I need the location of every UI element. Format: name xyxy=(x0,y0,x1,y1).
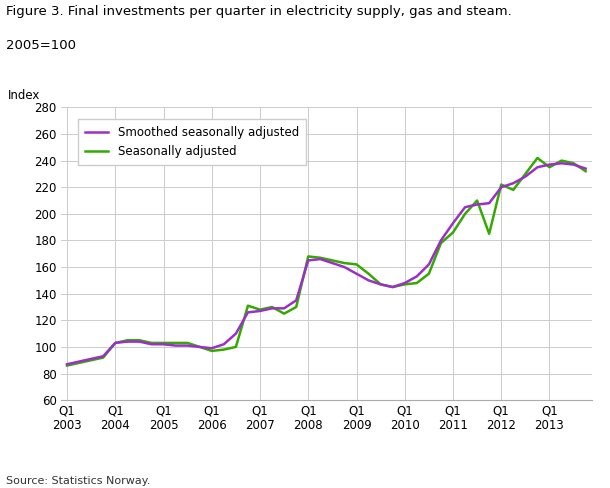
Seasonally adjusted xyxy=(498,182,505,187)
Smoothed seasonally adjusted xyxy=(220,341,228,347)
Seasonally adjusted xyxy=(546,164,553,170)
Smoothed seasonally adjusted xyxy=(76,359,83,365)
Seasonally adjusted xyxy=(268,304,276,310)
Smoothed seasonally adjusted xyxy=(160,341,167,347)
Seasonally adjusted xyxy=(425,271,432,277)
Seasonally adjusted xyxy=(353,262,360,267)
Seasonally adjusted xyxy=(184,340,192,346)
Smoothed seasonally adjusted xyxy=(304,258,312,264)
Seasonally adjusted xyxy=(112,340,119,346)
Smoothed seasonally adjusted xyxy=(317,256,324,262)
Seasonally adjusted xyxy=(509,187,517,193)
Seasonally adjusted xyxy=(196,344,203,350)
Seasonally adjusted xyxy=(293,304,300,310)
Smoothed seasonally adjusted xyxy=(486,200,493,206)
Smoothed seasonally adjusted xyxy=(124,339,131,345)
Text: Index: Index xyxy=(8,88,40,102)
Smoothed seasonally adjusted xyxy=(244,309,251,315)
Seasonally adjusted xyxy=(401,282,409,287)
Seasonally adjusted xyxy=(341,260,348,266)
Seasonally adjusted xyxy=(365,271,372,277)
Smoothed seasonally adjusted xyxy=(256,308,264,314)
Seasonally adjusted xyxy=(87,357,95,363)
Seasonally adjusted xyxy=(148,340,155,346)
Seasonally adjusted xyxy=(473,198,481,203)
Text: Figure 3. Final investments per quarter in electricity supply, gas and steam.: Figure 3. Final investments per quarter … xyxy=(6,5,512,18)
Smoothed seasonally adjusted xyxy=(377,282,384,287)
Smoothed seasonally adjusted xyxy=(473,202,481,207)
Smoothed seasonally adjusted xyxy=(63,361,71,367)
Seasonally adjusted xyxy=(220,346,228,352)
Seasonally adjusted xyxy=(99,355,107,361)
Seasonally adjusted xyxy=(124,337,131,343)
Smoothed seasonally adjusted xyxy=(293,297,300,303)
Seasonally adjusted xyxy=(486,231,493,237)
Seasonally adjusted xyxy=(534,155,541,161)
Smoothed seasonally adjusted xyxy=(136,339,143,345)
Smoothed seasonally adjusted xyxy=(112,340,119,346)
Seasonally adjusted xyxy=(329,258,336,264)
Text: 2005=100: 2005=100 xyxy=(6,39,76,52)
Smoothed seasonally adjusted xyxy=(148,341,155,347)
Smoothed seasonally adjusted xyxy=(208,346,215,351)
Line: Seasonally adjusted: Seasonally adjusted xyxy=(67,158,586,366)
Text: Source: Statistics Norway.: Source: Statistics Norway. xyxy=(6,476,151,486)
Smoothed seasonally adjusted xyxy=(329,260,336,266)
Legend: Smoothed seasonally adjusted, Seasonally adjusted: Smoothed seasonally adjusted, Seasonally… xyxy=(77,119,306,165)
Seasonally adjusted xyxy=(160,340,167,346)
Seasonally adjusted xyxy=(304,253,312,259)
Seasonally adjusted xyxy=(450,229,457,235)
Line: Smoothed seasonally adjusted: Smoothed seasonally adjusted xyxy=(67,163,586,364)
Seasonally adjusted xyxy=(461,211,468,217)
Smoothed seasonally adjusted xyxy=(268,305,276,311)
Seasonally adjusted xyxy=(389,284,396,290)
Seasonally adjusted xyxy=(582,168,589,174)
Seasonally adjusted xyxy=(570,161,577,166)
Smoothed seasonally adjusted xyxy=(498,184,505,190)
Smoothed seasonally adjusted xyxy=(582,165,589,171)
Seasonally adjusted xyxy=(413,280,420,286)
Smoothed seasonally adjusted xyxy=(365,278,372,284)
Smoothed seasonally adjusted xyxy=(413,273,420,279)
Smoothed seasonally adjusted xyxy=(570,162,577,167)
Smoothed seasonally adjusted xyxy=(341,264,348,270)
Seasonally adjusted xyxy=(63,363,71,368)
Smoothed seasonally adjusted xyxy=(425,262,432,267)
Smoothed seasonally adjusted xyxy=(172,343,179,348)
Smoothed seasonally adjusted xyxy=(353,271,360,277)
Seasonally adjusted xyxy=(437,240,445,246)
Smoothed seasonally adjusted xyxy=(401,280,409,286)
Seasonally adjusted xyxy=(208,348,215,354)
Seasonally adjusted xyxy=(172,340,179,346)
Smoothed seasonally adjusted xyxy=(522,174,529,180)
Smoothed seasonally adjusted xyxy=(184,343,192,348)
Seasonally adjusted xyxy=(256,307,264,313)
Smoothed seasonally adjusted xyxy=(232,331,240,337)
Seasonally adjusted xyxy=(558,158,565,163)
Smoothed seasonally adjusted xyxy=(196,344,203,350)
Smoothed seasonally adjusted xyxy=(281,305,288,311)
Seasonally adjusted xyxy=(317,255,324,261)
Seasonally adjusted xyxy=(281,311,288,317)
Smoothed seasonally adjusted xyxy=(389,284,396,290)
Smoothed seasonally adjusted xyxy=(509,180,517,186)
Seasonally adjusted xyxy=(244,303,251,308)
Smoothed seasonally adjusted xyxy=(437,238,445,244)
Seasonally adjusted xyxy=(522,171,529,177)
Smoothed seasonally adjusted xyxy=(99,353,107,359)
Seasonally adjusted xyxy=(377,282,384,287)
Seasonally adjusted xyxy=(136,337,143,343)
Smoothed seasonally adjusted xyxy=(450,220,457,226)
Smoothed seasonally adjusted xyxy=(546,162,553,167)
Smoothed seasonally adjusted xyxy=(534,164,541,170)
Seasonally adjusted xyxy=(232,344,240,350)
Smoothed seasonally adjusted xyxy=(87,356,95,362)
Smoothed seasonally adjusted xyxy=(558,161,565,166)
Smoothed seasonally adjusted xyxy=(461,204,468,210)
Seasonally adjusted xyxy=(76,360,83,366)
